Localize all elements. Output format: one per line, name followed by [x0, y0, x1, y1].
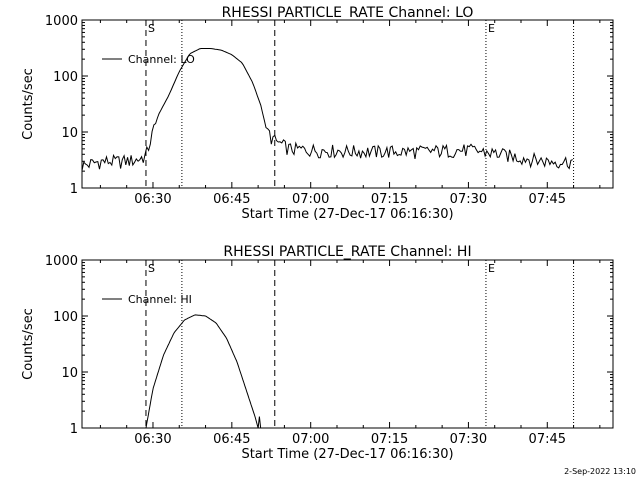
legend-label: Channel: LO: [128, 53, 195, 66]
x-tick-label: 06:45: [213, 192, 250, 207]
x-axis-label: Start Time (27-Dec-17 06:16:30): [241, 447, 453, 462]
legend-label: Channel: HI: [128, 293, 192, 306]
y-tick-label: 1000: [45, 254, 78, 269]
marker-label: S: [148, 22, 155, 35]
panel-lo: RHESSI PARTICLE_RATE Channel: LO 1 10 100 10…: [21, 5, 614, 222]
series-line: [82, 48, 573, 171]
x-tick-label: 06:45: [213, 432, 250, 447]
marker-label: S: [148, 262, 155, 275]
x-axis-label: Start Time (27-Dec-17 06:16:30): [241, 207, 453, 222]
x-tick-label: 07:45: [529, 192, 566, 207]
y-tick-label: 100: [53, 310, 78, 325]
x-tick-label: 06:30: [134, 432, 171, 447]
y-tick-label: 10: [61, 366, 78, 381]
x-tick-label: 07:45: [529, 432, 566, 447]
y-tick-label: 10: [61, 126, 78, 141]
x-tick-label: 07:15: [371, 432, 408, 447]
x-tick-label: 07:00: [292, 192, 329, 207]
x-tick-label: 07:30: [450, 432, 487, 447]
x-tick-label: 06:30: [134, 192, 171, 207]
series-line: [145, 314, 262, 428]
y-axis-label: Counts/sec: [21, 308, 36, 380]
chart-title: RHESSI PARTICLE_RATE Channel: HI: [223, 244, 471, 260]
marker-label: E: [488, 22, 495, 35]
y-tick-label: 1000: [45, 14, 78, 29]
x-tick-label: 07:15: [371, 192, 408, 207]
plot-frame: [81, 19, 614, 189]
panel-hi: RHESSI PARTICLE_RATE Channel: HI 1 10 100 10…: [21, 244, 614, 462]
x-tick-label: 07:00: [292, 432, 329, 447]
y-tick-label: 1: [70, 422, 78, 437]
footer-timestamp: 2-Sep-2022 13:10: [564, 467, 636, 476]
x-tick-label: 07:30: [450, 192, 487, 207]
plot-frame: [81, 259, 614, 429]
chart-title: RHESSI PARTICLE_RATE Channel: LO: [222, 5, 474, 21]
y-tick-label: 100: [53, 70, 78, 85]
marker-label: E: [488, 262, 495, 275]
y-axis-label: Counts/sec: [21, 68, 36, 140]
y-tick-label: 1: [70, 182, 78, 197]
